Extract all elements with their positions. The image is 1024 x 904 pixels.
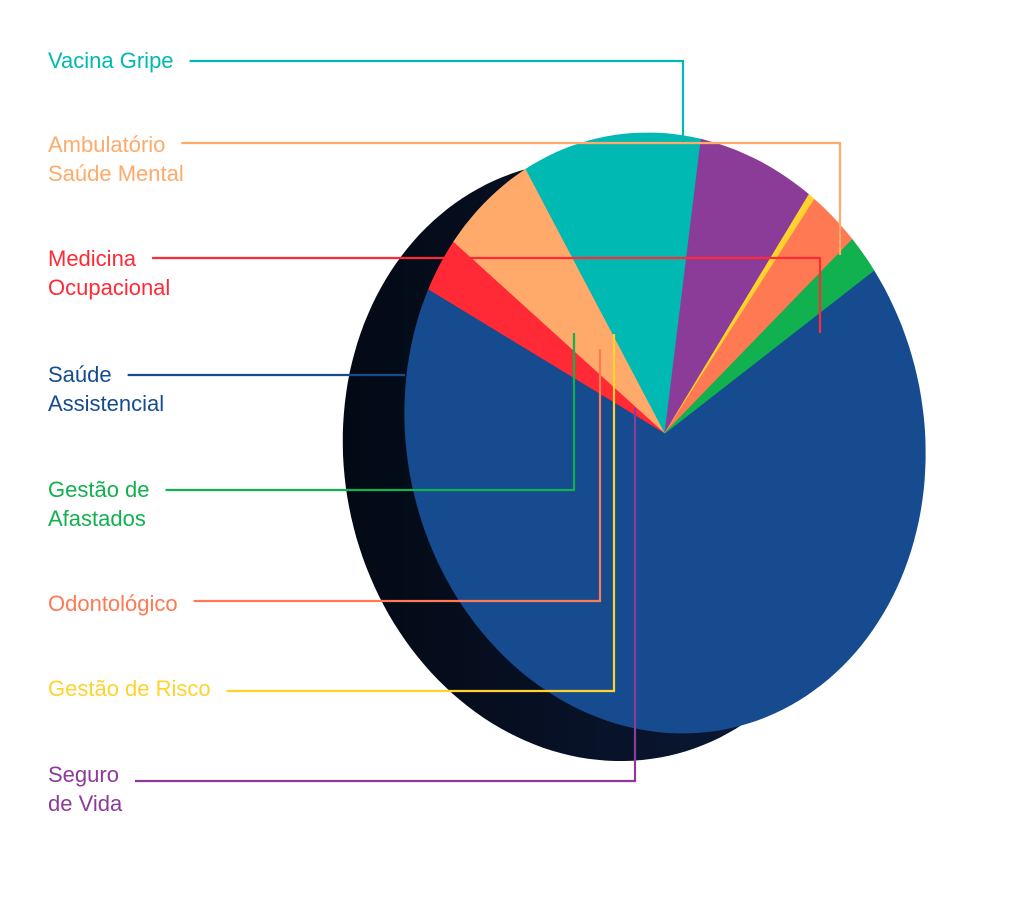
legend-entry-5: Gestão de Risco	[48, 676, 211, 701]
legend-label-2: Ambulatório Saúde Mental	[48, 132, 184, 186]
legend-labels: Saúde Assistencial Medicina Ocupacional Ambu…	[48, 48, 211, 816]
leader-line-1	[152, 256, 822, 333]
legend-entry-2: Ambulatório Saúde Mental	[48, 132, 184, 186]
pie-slice-0	[404, 270, 926, 734]
legend-label-4: Seguro de Vida	[48, 762, 123, 816]
legend-label-0: Saúde Assistencial	[48, 362, 164, 416]
leader-line-5	[226, 334, 616, 693]
legend-label-5: Gestão de Risco	[48, 676, 211, 701]
legend-entry-3: Vacina Gripe	[48, 48, 174, 73]
pie-slice-1	[428, 241, 666, 434]
leader-line-3	[189, 59, 685, 142]
legend-entry-6: Odontológico	[48, 591, 178, 616]
legend-entry-7: Gestão de Afastados	[48, 477, 150, 531]
pie-slices	[404, 132, 926, 734]
legend-entry-4: Seguro de Vida	[48, 762, 123, 816]
pie-slice-3	[525, 132, 702, 434]
leader-lines	[127, 59, 842, 783]
pie-slice-2	[453, 168, 666, 434]
legend-label-1: Medicina Ocupacional	[48, 246, 170, 300]
legend-entry-0: Saúde Assistencial	[48, 362, 164, 416]
leader-line-6	[193, 349, 602, 603]
leader-line-4	[134, 408, 637, 783]
legend-label-7: Gestão de Afastados	[48, 477, 150, 531]
legend-entry-1: Medicina Ocupacional	[48, 246, 170, 300]
leader-line-7	[165, 333, 576, 492]
legend-label-3: Vacina Gripe	[48, 48, 174, 73]
leader-line-2	[181, 141, 842, 255]
pie-slice-7	[664, 239, 875, 434]
legend-label-6: Odontológico	[48, 591, 178, 616]
